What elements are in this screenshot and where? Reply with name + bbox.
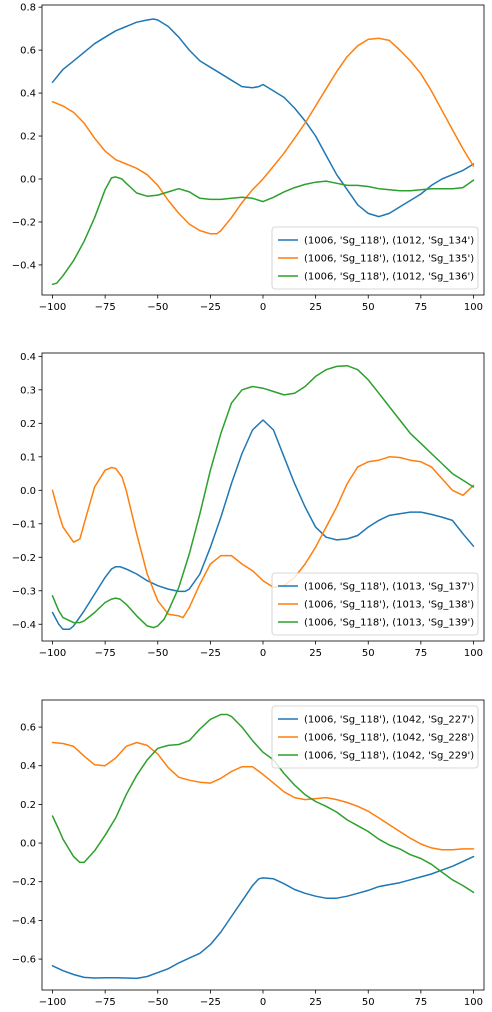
x-tick-label: 75: [414, 997, 427, 1008]
y-tick-label: 0.0: [20, 175, 36, 186]
y-tick-label: 0.4: [20, 761, 36, 772]
x-tick-label: 25: [309, 648, 322, 659]
y-tick-label: 0.0: [20, 839, 36, 850]
x-tick-label: −25: [200, 648, 221, 659]
y-tick-label: 0.6: [20, 723, 36, 734]
x-tick-label: −100: [39, 648, 66, 659]
y-tick-label: 0.8: [20, 3, 36, 14]
legend-label: (1006, 'Sg_118'), (1012, 'Sg_136'): [304, 272, 474, 283]
series-line-2-3: [51, 364, 475, 629]
series-line-3-3: [51, 713, 475, 894]
y-tick-label: −0.4: [12, 620, 36, 631]
chart-panel-3: −100 −75 −50 −25 0 25 50 75 100 −0.6 −0.4 −0.2 0.0 0.…: [12, 699, 485, 1008]
y-tick-label: −0.2: [12, 217, 36, 228]
series-line-1-2: [51, 37, 475, 235]
y-tick-label: −0.3: [12, 586, 36, 597]
series-line-2-2: [51, 456, 475, 619]
x-tick-label: 50: [362, 302, 375, 313]
x-tick-label: 75: [414, 648, 427, 659]
x-tick-label: −75: [95, 648, 116, 659]
x-tick-label: 25: [309, 302, 322, 313]
legend-label: (1006, 'Sg_118'), (1013, 'Sg_139'): [304, 618, 474, 629]
y-tick-label: −0.2: [12, 877, 36, 888]
y-tick-label: 0.1: [20, 452, 36, 463]
y-tick-label: −0.4: [12, 260, 36, 271]
x-tick-label: −75: [95, 997, 116, 1008]
series-line-1-1: [51, 18, 475, 218]
x-tick-label: 100: [464, 648, 483, 659]
legend-label: (1006, 'Sg_118'), (1012, 'Sg_134'): [304, 236, 474, 247]
legend: (1006, 'Sg_118'), (1042, 'Sg_227') (1006,…: [271, 705, 479, 769]
x-tick-label: 50: [362, 648, 375, 659]
x-tick-label: 25: [309, 997, 322, 1008]
legend-label: (1006, 'Sg_118'), (1042, 'Sg_228'): [304, 733, 474, 744]
y-tick-label: −0.1: [12, 519, 36, 530]
legend-label: (1006, 'Sg_118'), (1013, 'Sg_137'): [304, 582, 474, 593]
series-line-3-1: [51, 855, 475, 980]
x-tick-label: −25: [200, 302, 221, 313]
legend-label: (1006, 'Sg_118'), (1012, 'Sg_135'): [304, 254, 474, 265]
y-tick-label: 0.2: [20, 800, 36, 811]
x-tick-label: 75: [414, 302, 427, 313]
x-tick-label: −100: [39, 997, 66, 1008]
x-tick-label: 50: [362, 997, 375, 1008]
x-tick-label: 0: [260, 302, 266, 313]
legend-box: [271, 226, 479, 290]
y-tick-label: 0.4: [20, 352, 36, 363]
y-tick-label: −0.2: [12, 553, 36, 564]
chart-panel-2: −100 −75 −50 −25 0 25 50 75 100 −0.4 −0.3 −0.2 −0.1 0…: [12, 352, 485, 659]
x-tick-label: 100: [464, 302, 483, 313]
y-tick-label: 0.4: [20, 89, 36, 100]
legend: (1006, 'Sg_118'), (1012, 'Sg_134') (1006,…: [271, 226, 479, 290]
y-tick-label: 0.2: [20, 132, 36, 143]
series-line-1-3: [51, 176, 475, 286]
y-tick-label: −0.4: [12, 916, 36, 927]
legend: (1006, 'Sg_118'), (1013, 'Sg_137') (1006,…: [271, 572, 479, 636]
legend-box: [271, 705, 479, 769]
y-tick-label: 0.6: [20, 46, 36, 57]
x-tick-label: 100: [464, 997, 483, 1008]
y-tick-label: 0.2: [20, 419, 36, 430]
y-tick-label: −0.6: [12, 955, 36, 966]
legend-label: (1006, 'Sg_118'), (1013, 'Sg_138'): [304, 600, 474, 611]
legend-label: (1006, 'Sg_118'), (1042, 'Sg_229'): [304, 751, 474, 762]
x-tick-label: −50: [147, 648, 168, 659]
x-tick-label: −75: [95, 302, 116, 313]
x-tick-label: −50: [147, 997, 168, 1008]
legend-box: [271, 572, 479, 636]
x-tick-label: −25: [200, 997, 221, 1008]
legend-label: (1006, 'Sg_118'), (1042, 'Sg_227'): [304, 715, 474, 726]
y-tick-label: 0.3: [20, 385, 36, 396]
chart-panel-1: −100 −75 −50 −25 0 25 50 75 100 −0.4 −0.2 0.0 0.2 0.4…: [12, 3, 485, 313]
x-tick-label: 0: [260, 997, 266, 1008]
series-line-3-2: [51, 741, 475, 851]
x-tick-label: 0: [260, 648, 266, 659]
series-line-2-1: [51, 419, 475, 631]
x-tick-label: −50: [147, 302, 168, 313]
y-tick-label: 0.0: [20, 486, 36, 497]
x-tick-label: −100: [39, 302, 66, 313]
